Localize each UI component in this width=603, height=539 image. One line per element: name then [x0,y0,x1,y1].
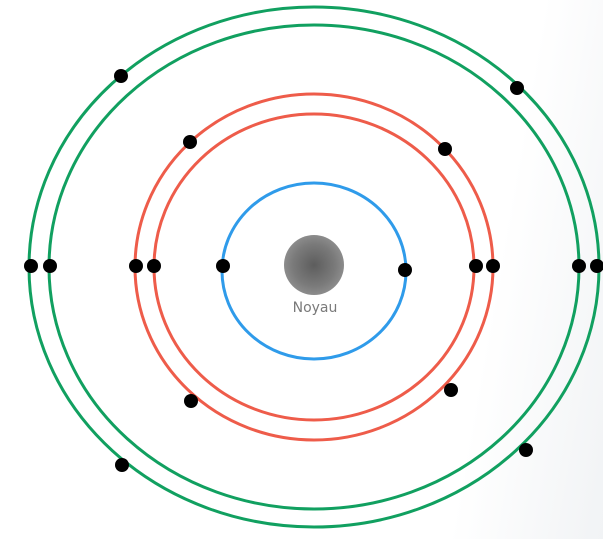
electron [115,458,129,472]
nucleus-body [284,235,344,295]
electron [444,383,458,397]
electron [43,259,57,273]
nucleus-label: Noyau [293,300,338,316]
electron [572,259,586,273]
electron [398,263,412,277]
electrons [24,69,603,472]
electron [216,259,230,273]
electron [184,394,198,408]
electron [469,259,483,273]
electron [114,69,128,83]
electron [129,259,143,273]
electron [510,81,524,95]
nucleus: Noyau [284,235,344,316]
electron [519,443,533,457]
electron [24,259,38,273]
electron [147,259,161,273]
electron [486,259,500,273]
electron [590,259,603,273]
electron [183,135,197,149]
electron [438,142,452,156]
